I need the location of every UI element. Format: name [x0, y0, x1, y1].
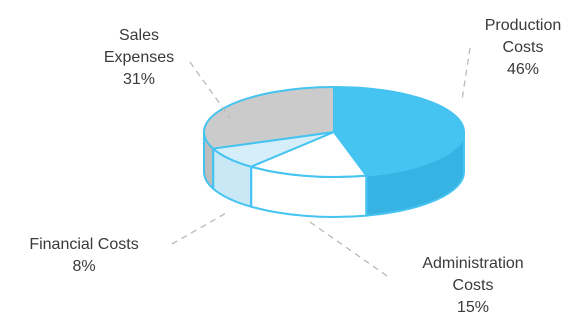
pie-sides — [203, 131, 465, 218]
pie-slice-1 — [250, 131, 368, 178]
slice-percent-0: 46% — [507, 61, 539, 78]
pie-slice-0 — [333, 86, 465, 177]
slice-label-line-2-0: Financial Costs — [29, 236, 138, 253]
leader-line-1 — [309, 221, 391, 279]
slice-label-line-1-0: Administration — [422, 255, 523, 272]
slice-labels: Production Costs 46% Administration Costs 15%… — [29, 17, 561, 316]
leader-line-3 — [189, 61, 231, 119]
slice-percent-3: 31% — [123, 71, 155, 88]
slice-label-0: Production Costs 46% — [485, 17, 562, 78]
leader-line-0 — [461, 47, 471, 101]
leader-line-2 — [171, 211, 229, 245]
slice-label-2: Financial Costs 8% — [29, 236, 138, 275]
slice-label-line-0-0: Production — [485, 17, 562, 34]
leader-lines — [171, 47, 471, 279]
slice-label-line-3-1: Expenses — [104, 49, 174, 66]
slice-label-3: Sales Expenses 31% — [104, 27, 174, 88]
slice-label-line-0-1: Costs — [503, 39, 544, 56]
slice-label-1: Administration Costs 15% — [422, 255, 523, 316]
pie-slice-3 — [203, 86, 335, 150]
slice-label-line-1-1: Costs — [453, 277, 494, 294]
pie-tops — [203, 86, 465, 178]
slice-label-line-3-0: Sales — [119, 27, 159, 44]
slice-percent-2: 8% — [72, 258, 95, 275]
slice-percent-1: 15% — [457, 299, 489, 316]
